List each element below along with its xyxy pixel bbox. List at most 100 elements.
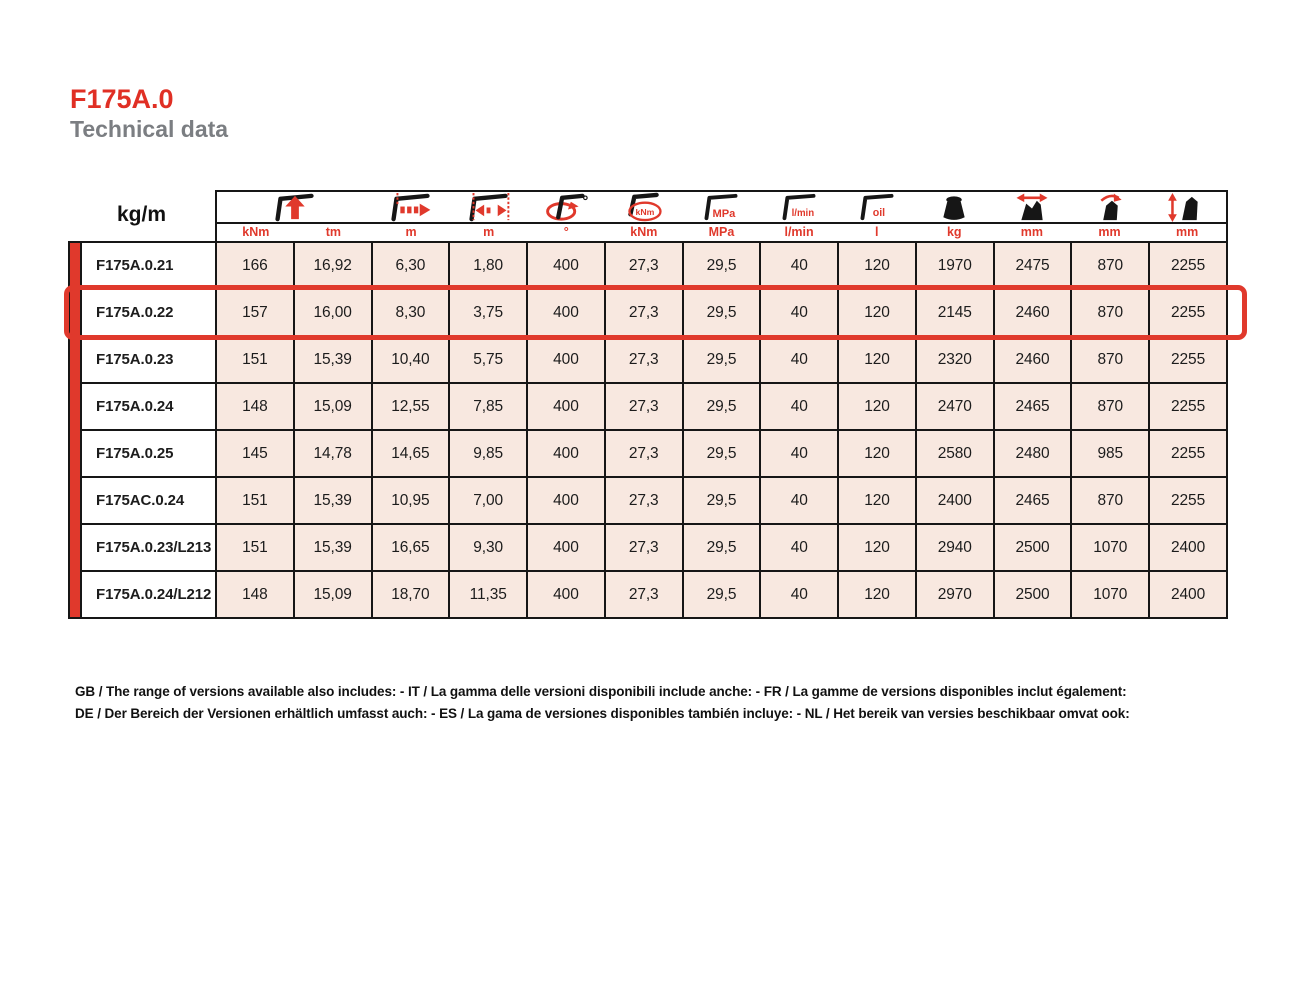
value-cell: 16,92 <box>292 241 373 290</box>
value-cell: 16,65 <box>370 523 451 572</box>
value-cell: 5,75 <box>448 335 529 384</box>
value-cell: 29,5 <box>681 476 762 525</box>
value-cell: 29,5 <box>681 570 762 619</box>
value-cell: 15,39 <box>292 476 373 525</box>
value-cell: 120 <box>837 382 917 431</box>
unit-label: mm <box>1176 225 1199 239</box>
model-name-cell: F175A.0.24/L212 <box>80 570 217 619</box>
unit-label: kNm <box>242 225 270 239</box>
table-row: F175A.0.23/L213 151 15,39 16,65 9,30 400 27,3 2… <box>80 523 1228 572</box>
value-cell: 27,3 <box>603 382 684 431</box>
table-body: F175A.0.21 166 16,92 6,30 1,80 400 27,3 29,5 40 1… <box>64 241 1247 619</box>
value-cell: 27,3 <box>603 570 684 619</box>
value-cell: 151 <box>215 335 295 384</box>
model-name-cell: F175A.0.23 <box>80 335 217 384</box>
value-cell: 2580 <box>914 429 995 478</box>
unit-label: m <box>483 225 495 239</box>
svg-text:MPa: MPa <box>713 208 737 220</box>
value-cell: 2465 <box>992 382 1073 431</box>
value-cell: 148 <box>215 570 295 619</box>
value-cell: 27,3 <box>603 476 684 525</box>
value-cell: 15,09 <box>292 570 373 619</box>
value-cell: 2480 <box>992 429 1073 478</box>
value-cell: 1970 <box>914 241 995 290</box>
value-cell: 157 <box>215 288 295 337</box>
unit-label: mm <box>1098 225 1121 239</box>
value-cell: 120 <box>837 570 917 619</box>
max-outreach-icon <box>372 192 450 222</box>
value-cell: 2475 <box>992 241 1073 290</box>
value-cell: 870 <box>1070 382 1151 431</box>
value-cell: 14,78 <box>292 429 373 478</box>
table-row: F175AC.0.24 151 15,39 10,95 7,00 400 27,3 29,5 4… <box>80 476 1228 525</box>
value-cell: 2400 <box>1148 523 1228 572</box>
table-row: F175A.0.24/L212 148 15,09 18,70 11,35 400 27,3… <box>80 570 1228 619</box>
value-cell: 16,00 <box>292 288 373 337</box>
value-cell: 15,09 <box>292 382 373 431</box>
footer-note-line2: DE / Der Bereich der Versionen erhältlic… <box>75 705 1130 721</box>
value-cell: 29,5 <box>681 241 762 290</box>
value-cell: 15,39 <box>292 335 373 384</box>
value-cell: 2460 <box>992 288 1073 337</box>
value-cell: 8,30 <box>370 288 451 337</box>
footer-note: GB / The range of versions available als… <box>75 681 1235 724</box>
value-cell: 3,75 <box>448 288 529 337</box>
hydraulic-outreach-icon <box>450 192 528 222</box>
value-cell: 400 <box>526 523 606 572</box>
value-cell: 18,70 <box>370 570 451 619</box>
unit-label: MPa <box>708 225 735 239</box>
value-cell: 120 <box>837 523 917 572</box>
value-cell: 27,3 <box>603 523 684 572</box>
value-cell: 7,00 <box>448 476 529 525</box>
crane-weight-icon <box>916 192 994 222</box>
value-cell: 400 <box>526 288 606 337</box>
value-cell: 29,5 <box>681 382 762 431</box>
unit-label: kNm <box>630 225 658 239</box>
model-name-cell: F175A.0.23/L213 <box>80 523 217 572</box>
value-cell: 870 <box>1070 476 1151 525</box>
value-cell: 15,39 <box>292 523 373 572</box>
value-cell: 14,65 <box>370 429 451 478</box>
svg-text:l/min: l/min <box>792 208 815 219</box>
unit-label: tm <box>325 225 342 239</box>
value-cell: 40 <box>759 429 840 478</box>
value-cell: 2500 <box>992 523 1073 572</box>
value-cell: 151 <box>215 476 295 525</box>
page-title: F175A.0 <box>70 84 174 114</box>
value-cell: 1070 <box>1070 523 1151 572</box>
value-cell: 2400 <box>1148 570 1228 619</box>
value-cell: 2465 <box>992 476 1073 525</box>
table-row: F175A.0.23 151 15,39 10,40 5,75 400 27,3 29,5 40… <box>80 335 1228 384</box>
slewing-angle-icon <box>527 192 605 222</box>
value-cell: 400 <box>526 570 606 619</box>
value-cell: 40 <box>759 476 840 525</box>
value-cell: 40 <box>759 335 840 384</box>
value-cell: 166 <box>215 241 295 290</box>
value-cell: 120 <box>837 429 917 478</box>
unit-label: ° <box>563 225 569 239</box>
row-unit-label: kg/m <box>116 203 166 226</box>
model-name-cell: F175A.0.22 <box>80 288 217 337</box>
icon-header-row: kNm MPa l/min oil <box>215 190 1228 224</box>
value-cell: 400 <box>526 335 606 384</box>
value-cell: 2460 <box>992 335 1073 384</box>
folded-depth-icon <box>1071 192 1149 222</box>
value-cell: 1,80 <box>448 241 529 290</box>
value-cell: 29,5 <box>681 335 762 384</box>
value-cell: 29,5 <box>681 288 762 337</box>
page-subtitle: Technical data <box>70 116 229 142</box>
value-cell: 10,40 <box>370 335 451 384</box>
lifting-moment-icon <box>217 192 372 222</box>
value-cell: 40 <box>759 382 840 431</box>
working-pressure-icon: MPa <box>683 192 761 222</box>
value-cell: 151 <box>215 523 295 572</box>
value-cell: 2320 <box>914 335 995 384</box>
value-cell: 10,95 <box>370 476 451 525</box>
pump-capacity-icon: l/min <box>760 192 838 222</box>
unit-label: kg <box>946 225 962 239</box>
technical-data-table: kg/m kNm MPa l/min oil kNm tm m m ° kNm MPa l/min l… <box>64 190 1247 619</box>
value-cell: 2145 <box>914 288 995 337</box>
unit-label: m <box>405 225 417 239</box>
value-cell: 27,3 <box>603 429 684 478</box>
unit-header-row: kNm tm m m ° kNm MPa l/min l kg mm mm mm <box>215 222 1228 243</box>
